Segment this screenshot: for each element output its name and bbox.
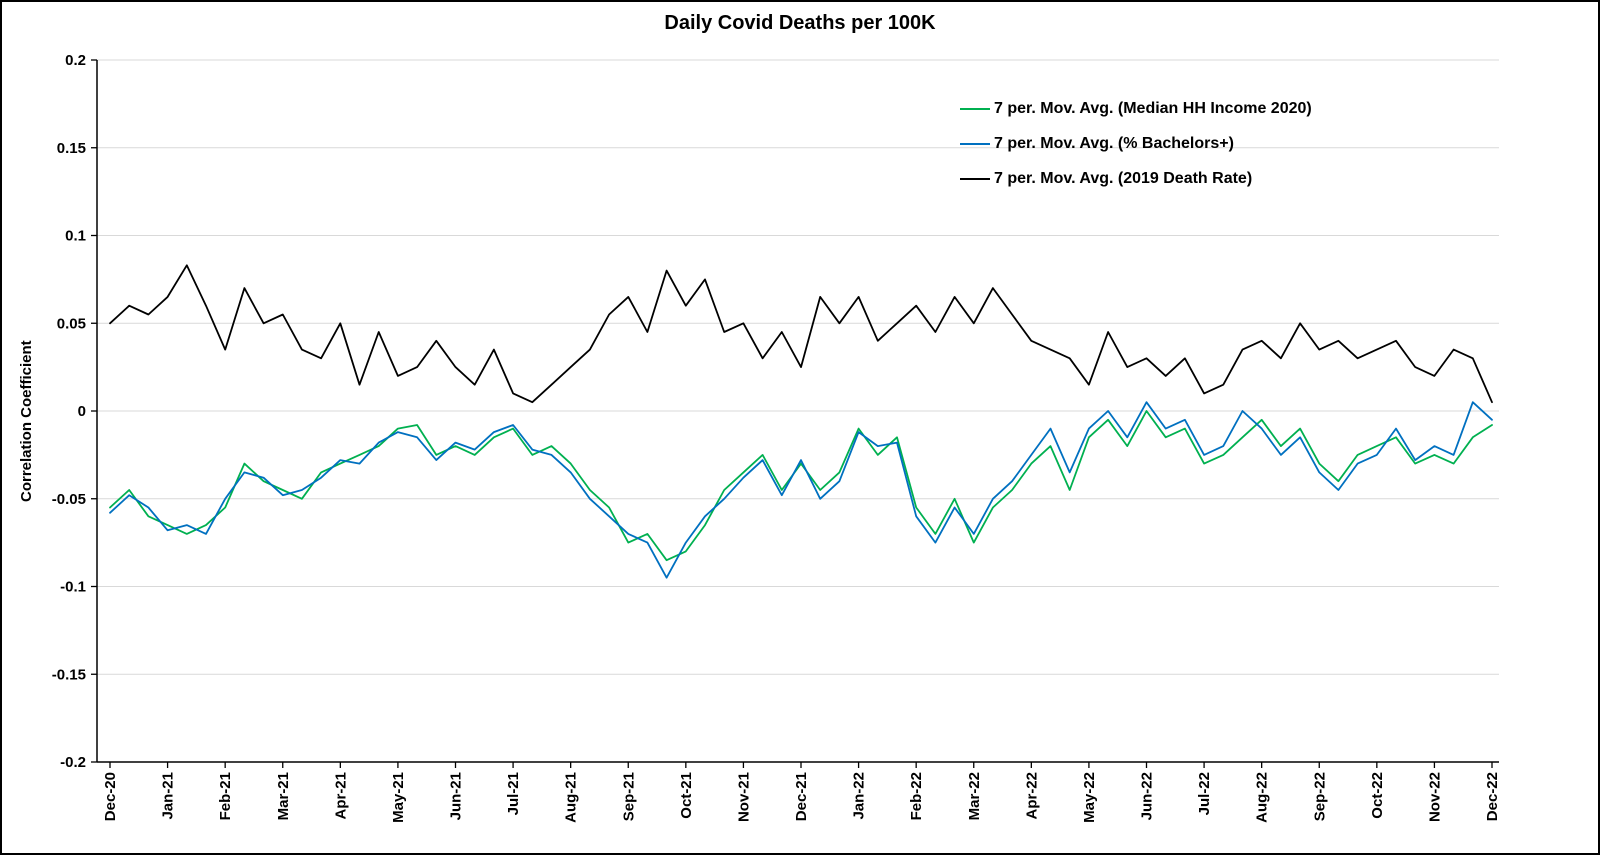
- legend-item-median-hh-income: 7 per. Mov. Avg. (Median HH Income 2020): [960, 98, 1312, 120]
- x-tick-label: Apr-21: [332, 772, 349, 820]
- y-tick-label: 0.1: [65, 228, 86, 245]
- x-tick-label: Feb-21: [217, 772, 234, 820]
- y-tick-label: -0.1: [60, 579, 86, 596]
- legend-label-bachelors: 7 per. Mov. Avg. (% Bachelors+): [994, 135, 1234, 152]
- y-tick-label: 0.15: [57, 140, 86, 157]
- legend-item-2019-death-rate: 7 per. Mov. Avg. (2019 Death Rate): [960, 168, 1312, 190]
- x-tick-label: Mar-21: [275, 772, 292, 820]
- legend-line-median-hh-income-icon: [960, 108, 990, 110]
- x-tick-label: Jan-21: [160, 772, 177, 820]
- x-tick-label: Mar-22: [966, 772, 983, 820]
- series-line-bachelors: [109, 401, 1493, 579]
- y-tick-label: -0.15: [52, 666, 86, 683]
- legend-item-bachelors: 7 per. Mov. Avg. (% Bachelors+): [960, 133, 1312, 155]
- legend-line-2019-death-rate-icon: [960, 178, 990, 180]
- series-line-2019-death-rate: [109, 264, 1493, 404]
- x-tick-label: Aug-21: [563, 772, 580, 823]
- x-tick-label: Sep-21: [620, 772, 637, 821]
- x-tick-label: Jun-21: [448, 772, 465, 820]
- x-tick-label: Nov-21: [735, 772, 752, 822]
- x-tick-label: Nov-22: [1426, 772, 1443, 822]
- y-tick-label: 0: [78, 403, 86, 420]
- chart-title: Daily Covid Deaths per 100K: [664, 12, 936, 34]
- x-tick-label: Oct-21: [678, 772, 695, 819]
- y-tick-label: -0.2: [60, 754, 86, 771]
- x-tick-label: Aug-22: [1254, 772, 1271, 823]
- x-tick-label: Dec-20: [102, 772, 119, 821]
- y-tick-label: -0.05: [52, 491, 86, 508]
- x-tick-label: Oct-22: [1369, 772, 1386, 819]
- legend-line-bachelors-icon: [960, 143, 990, 145]
- legend: 7 per. Mov. Avg. (Median HH Income 2020)…: [960, 98, 1312, 190]
- x-tick-label: Jun-22: [1139, 772, 1156, 820]
- y-tick-label: 0.2: [65, 52, 86, 69]
- x-tick-label: Jan-22: [851, 772, 868, 820]
- legend-label-median-hh-income: 7 per. Mov. Avg. (Median HH Income 2020): [994, 100, 1312, 117]
- x-tick-label: Jul-21: [505, 772, 522, 815]
- series-line-median-hh-income: [109, 410, 1493, 562]
- x-tick-label: Feb-22: [908, 772, 925, 820]
- x-tick-label: Dec-22: [1484, 772, 1501, 821]
- x-tick-label: May-22: [1081, 772, 1098, 823]
- x-tick-label: Sep-22: [1311, 772, 1328, 821]
- x-tick-label: Apr-22: [1023, 772, 1040, 820]
- x-tick-label: Jul-22: [1196, 772, 1213, 815]
- x-tick-label: Dec-21: [793, 772, 810, 821]
- y-tick-label: 0.05: [57, 315, 86, 332]
- x-tick-label: May-21: [390, 772, 407, 823]
- legend-label-2019-death-rate: 7 per. Mov. Avg. (2019 Death Rate): [994, 170, 1253, 187]
